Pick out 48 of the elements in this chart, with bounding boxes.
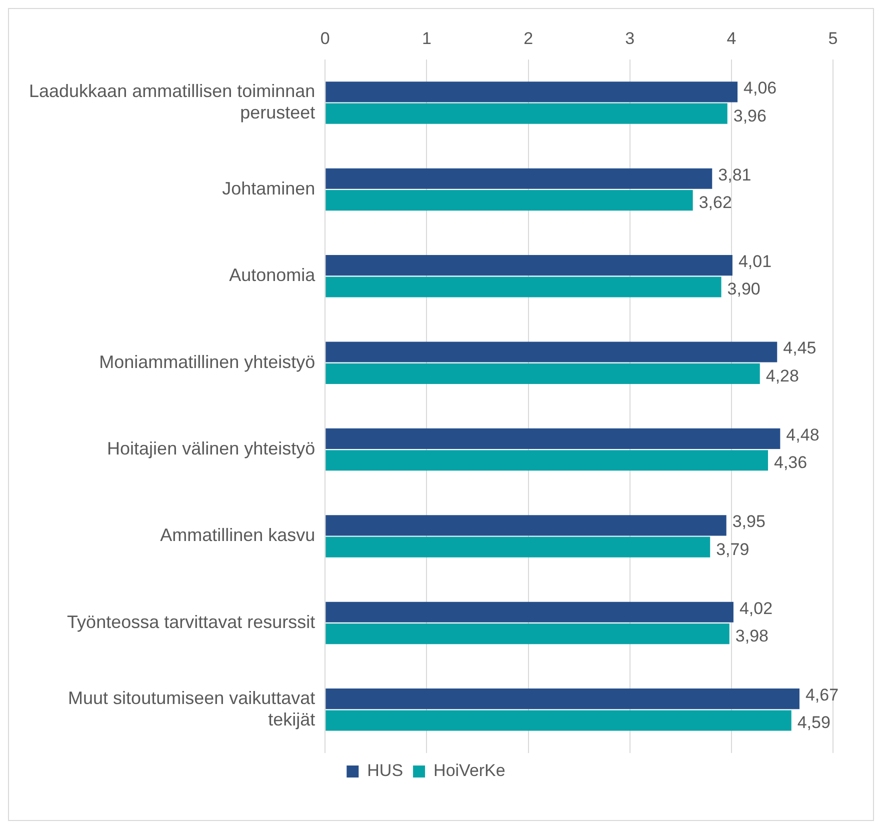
data-label: 3,90: [727, 280, 760, 299]
data-label: 4,28: [766, 366, 799, 386]
y-tick-label: Laadukkaan ammatillisen toiminnan perusteet: [28, 80, 316, 123]
data-label: 4,48: [786, 425, 820, 444]
x-tick-label: 0: [320, 28, 330, 48]
data-label: 4,36: [774, 453, 808, 472]
y-tick-label: Moniammatillinen yhteistyö: [99, 352, 316, 372]
data-label: 4,02: [739, 598, 773, 618]
data-label: 3,96: [733, 106, 766, 126]
y-tick-label: Autonomia: [229, 265, 316, 286]
data-label: 4,45: [783, 338, 816, 358]
x-tick-label: 4: [726, 28, 736, 48]
x-tick-label: 2: [524, 28, 534, 48]
data-label: 4,01: [738, 252, 772, 271]
bar: [326, 688, 800, 710]
bar: [326, 623, 730, 644]
x-tick-label: 1: [422, 28, 432, 48]
bar: [326, 255, 732, 276]
y-tick-label: Ammatillinen kasvu: [160, 525, 316, 546]
data-label: 4,67: [805, 686, 839, 704]
bar: [326, 450, 768, 471]
x-tick-label: 3: [625, 28, 635, 48]
bar: [326, 190, 693, 211]
y-tick-label: Hoitajien välinen yhteistyö: [107, 438, 316, 459]
y-tick-label: Muut sitoutumiseen vaikuttavat tekijät: [68, 688, 316, 730]
legend-label: HUS: [367, 761, 404, 780]
bar: [326, 103, 728, 124]
data-label: 4,06: [744, 78, 777, 98]
bar: [326, 276, 722, 298]
bar: [326, 710, 792, 731]
bar: [326, 428, 780, 450]
bar: [326, 82, 738, 102]
data-label: 3,81: [718, 165, 752, 184]
bar: [326, 168, 712, 189]
bar: [326, 536, 710, 558]
bar: [326, 602, 734, 622]
y-tick-label: Johtaminen: [222, 178, 316, 198]
bar: [326, 342, 778, 362]
legend-label: HoiVerKe: [434, 761, 506, 780]
data-label: 3,62: [698, 192, 732, 212]
y-tick-label: Työnteossa tarvittavat resurssit: [67, 612, 316, 632]
bar: [326, 515, 726, 536]
data-label: 3,95: [732, 512, 766, 532]
data-label: 4,59: [797, 713, 830, 732]
data-label: 3,98: [735, 626, 768, 646]
x-tick-label: 5: [828, 28, 838, 48]
bar: [326, 363, 760, 384]
data-label: 3,79: [716, 540, 750, 559]
